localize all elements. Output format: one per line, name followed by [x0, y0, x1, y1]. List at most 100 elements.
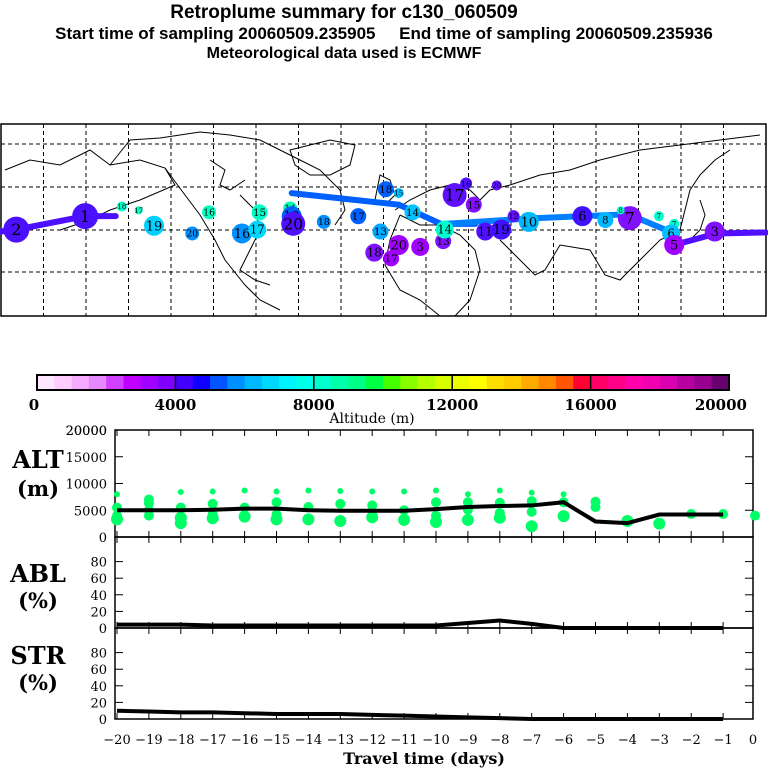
- plume-circle: [518, 211, 539, 232]
- plume-circle: [372, 223, 389, 240]
- plume-label: 15: [253, 207, 266, 219]
- x-tick-label: −6: [554, 733, 573, 748]
- plume-circle: [116, 201, 127, 212]
- colorbar-tick-label: 16000: [565, 396, 617, 414]
- timeseries-panels: 0500010000150002000020000ALT(m)020406080…: [9, 424, 760, 768]
- plume-label: 6: [578, 210, 586, 225]
- colorbar: 0 4000 8000 12000 16000 20000 Altitude (m): [29, 374, 747, 427]
- colorbar-swatch: [677, 375, 695, 390]
- plume-circle: [185, 226, 200, 241]
- scatter-point: [209, 488, 216, 495]
- plume-circle: [316, 214, 331, 229]
- y-tick-label: 20: [90, 696, 107, 711]
- colorbar-swatch: [625, 375, 643, 390]
- plume-circle: [350, 208, 367, 225]
- colorbar-swatch: [504, 375, 522, 390]
- colorbar-swatch: [71, 375, 90, 390]
- plume-circle: [281, 211, 306, 236]
- colorbar-tick-label: 0: [29, 396, 39, 414]
- colorbar-swatch: [434, 375, 453, 390]
- plume-label: 11: [478, 225, 493, 239]
- plume-marker: 5: [664, 234, 685, 255]
- x-tick-label: −20: [103, 733, 130, 748]
- plume-marker: 18: [365, 243, 384, 262]
- colorbar-swatch: [227, 375, 246, 390]
- y-tick-label: 60: [90, 663, 107, 678]
- scatter-point: [369, 488, 376, 495]
- plume-label: 10: [521, 215, 538, 230]
- plume-circle: [144, 215, 164, 236]
- sampling-times: Start time of sampling 20060509.235905 E…: [55, 24, 713, 43]
- plume-label: 17: [250, 223, 265, 237]
- series-line: [117, 500, 724, 526]
- colorbar-swatch: [348, 375, 367, 390]
- panel-frame: [114, 536, 754, 629]
- plume-marker: 13: [372, 223, 389, 240]
- plume-label: 17: [134, 207, 143, 215]
- plume-circle: [134, 206, 143, 215]
- plume-marker: 18: [316, 214, 331, 229]
- plume-marker: 16: [460, 177, 473, 190]
- plume-circle: [411, 237, 430, 256]
- colorbar-swatch: [261, 375, 280, 390]
- scatter-point: [114, 491, 120, 498]
- x-tick-label: −1: [714, 733, 733, 748]
- series-line: [117, 618, 724, 630]
- scatter-point: [430, 516, 442, 529]
- coast-africa: [399, 214, 481, 317]
- scatter-point: [334, 514, 347, 527]
- coast-uk: [374, 174, 396, 206]
- map-plumes: 2118171920161617151412201817181514132018…: [3, 177, 725, 267]
- plume-label: 18: [318, 218, 330, 228]
- plume-label: 18: [117, 203, 126, 211]
- plume-circle: [388, 234, 409, 255]
- colorbar-frame: [36, 374, 730, 391]
- plume-marker: 1: [72, 203, 99, 230]
- plume-circle: [491, 180, 502, 191]
- plume-label: 15: [467, 199, 480, 211]
- plume-circle: [653, 211, 664, 222]
- plume-marker: 15: [251, 204, 268, 221]
- plume-label: 17: [352, 211, 365, 223]
- x-tick-label: −7: [522, 733, 541, 748]
- plume-circle: [404, 204, 421, 221]
- plume-marker: 20: [388, 234, 409, 255]
- scatter-point: [431, 497, 441, 508]
- x-tick-label: −12: [358, 733, 385, 748]
- y-tick-label: 40: [90, 589, 107, 604]
- scatter-point: [590, 502, 601, 513]
- plume-marker: 8: [616, 206, 625, 215]
- plume-label: 7: [625, 210, 635, 228]
- scatter-point: [177, 489, 184, 496]
- colorbar-swatch: [106, 375, 124, 390]
- y-tick-label: 20000: [66, 424, 107, 439]
- plume-label: 14: [437, 223, 452, 237]
- y-tick-label: 80: [90, 556, 107, 571]
- plume-circle: [202, 205, 217, 220]
- plume-marker: 17: [350, 208, 367, 225]
- plume-circle: [460, 177, 473, 190]
- colorbar-swatch: [521, 375, 540, 390]
- coast-greenland: [289, 139, 356, 176]
- panel-label-unit: (%): [18, 670, 58, 695]
- scatter-point: [653, 517, 666, 530]
- scatter-point: [461, 513, 474, 526]
- scatter-point: [337, 487, 344, 494]
- colorbar-swatch: [452, 375, 470, 390]
- panel-label-name: ALT: [11, 445, 64, 474]
- scatter-point: [143, 510, 154, 521]
- plume-circle: [442, 183, 467, 208]
- scatter-point: [750, 510, 760, 521]
- plume-label: 18: [367, 246, 382, 260]
- plume-marker: 14: [404, 204, 421, 221]
- plume-circle: [231, 223, 252, 244]
- x-axis-label: Travel time (days): [343, 749, 505, 768]
- map-gridlines: [1, 124, 766, 316]
- met-data-source: Meteorological data used is ECMWF: [206, 45, 482, 62]
- x-tick-label: 0: [749, 733, 757, 748]
- colorbar-swatch: [244, 375, 263, 390]
- plume-marker: 7: [653, 211, 664, 222]
- plume-circle: [377, 181, 394, 198]
- panel-label-unit: (%): [18, 588, 58, 613]
